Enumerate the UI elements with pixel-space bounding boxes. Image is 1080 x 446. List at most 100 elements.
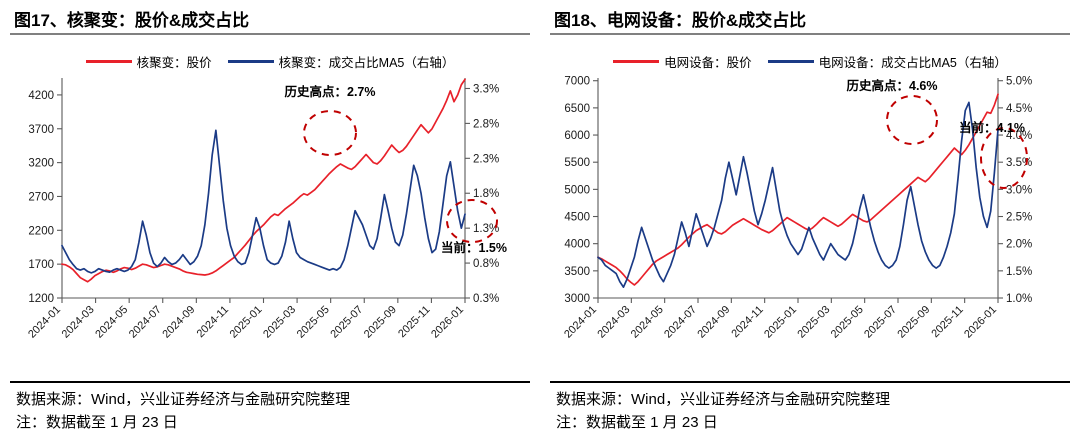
line-chart-fig17: 1200 1700 2200 2700 3200 3700 4200 0.3% 0.8% 1.3%…: [26, 78, 507, 341]
annotation-current-marker: [446, 199, 498, 243]
y-axis-right-tick-label: 4.0%: [1006, 130, 1032, 142]
annotation-historic-high-marker: [886, 95, 938, 145]
y-axis-right-tick-label: 2.5%: [1006, 212, 1032, 224]
y-axis-left-tick-label: 6500: [564, 103, 590, 115]
chart-area-fig17: 1200 1700 2200 2700 3200 3700 4200 0.3% 0.8% 1.3%…: [0, 70, 540, 375]
title-divider: [550, 33, 1070, 35]
x-axis-tick-label: 2024-07: [662, 304, 699, 341]
x-axis-tick-label: 2025-03: [261, 304, 298, 341]
x-axis-tick-label: 2025-07: [862, 304, 899, 341]
y-axis-left-tick-label: 1200: [28, 293, 54, 305]
footnote-source: 数据来源：Wind，兴业证券经济与金融研究院整理: [16, 391, 351, 408]
legend-swatch-price: [613, 60, 660, 63]
legend-label-turnover: 电网设备：成交占比MA5（右轴）: [818, 56, 1007, 70]
annotation-historic-high: 历史高点：4.6%: [847, 78, 938, 93]
x-axis-tick-label: 2025-11: [929, 304, 965, 340]
y-axis-left-tick-label: 5500: [564, 157, 590, 169]
y-axis-right-tick-label: 2.3%: [473, 153, 499, 165]
y-axis-right-tick-label: 2.8%: [473, 118, 499, 130]
panel-divider: [539, 0, 540, 446]
legend-label-turnover: 核聚变：成交占比MA5（右轴）: [278, 56, 455, 70]
x-axis-tick-label: 2025-01: [228, 304, 265, 341]
annotation-current: 当前：1.5%: [441, 240, 507, 255]
legend-label-price: 核聚变：股价: [136, 56, 212, 70]
x-axis-tick-label: 2026-01: [962, 304, 999, 341]
figure-panel-fig18: 图18、电网设备：股价&成交占比 电网设备：股价 电网设备：成交占比MA5（右轴…: [540, 0, 1080, 446]
page-title: 图17、核聚变：股价&成交占比: [14, 11, 250, 30]
series-line-turnover: [61, 129, 466, 274]
x-axis-tick-label: 2025-11: [396, 304, 432, 340]
chart-area-fig18: 3000 3500 4000 4500 5000 5500 6000 6500 7000 1.0%…: [540, 70, 1080, 375]
y-axis-right-tick-label: 5.0%: [1006, 76, 1032, 88]
x-axis-tick-label: 2026-01: [429, 304, 466, 341]
legend-swatch-turnover: [767, 60, 814, 63]
x-axis-tick-label: 2024-07: [127, 304, 164, 341]
footnote-note: 注：数据截至 1 月 23 日: [16, 414, 178, 432]
x-axis-tick-label: 2024-03: [60, 304, 97, 341]
x-axis-tick-label: 2024-03: [595, 304, 632, 341]
x-axis-tick-label: 2024-11: [729, 304, 765, 340]
y-axis-left-tick-label: 6000: [564, 130, 590, 142]
y-axis-right-tick-label: 2.0%: [1006, 239, 1032, 251]
legend-item-price: 核聚变：股价: [85, 52, 212, 71]
y-axis-left-tick-label: 2700: [28, 191, 54, 203]
chart-legend: 电网设备：股价 电网设备：成交占比MA5（右轴）: [540, 52, 1080, 71]
figure-panel-fig17: 图17、核聚变：股价&成交占比 核聚变：股价 核聚变：成交占比MA5（右轴） 1…: [0, 11, 540, 435]
x-axis-tick-label: 2025-09: [362, 304, 399, 341]
chart-footnotes: 数据来源：Wind，兴业证券经济与金融研究院整理 注：数据截至 1 月 23 日: [16, 388, 532, 435]
y-axis-right-tick-label: 3.5%: [1006, 157, 1032, 169]
y-axis-right-tick-label: 4.5%: [1006, 103, 1032, 115]
legend-swatch-price: [85, 60, 132, 63]
y-axis-right-tick-label: 1.0%: [1006, 293, 1032, 305]
series-line-price: [597, 93, 999, 286]
footer-divider: [550, 381, 1070, 383]
x-axis-tick-label: 2024-01: [26, 304, 63, 341]
x-axis-tick-label: 2025-01: [762, 304, 799, 341]
x-axis-tick-label: 2024-11: [195, 304, 231, 340]
x-axis-tick-label: 2025-07: [328, 304, 365, 341]
y-axis-left-tick-label: 3500: [564, 266, 590, 278]
footer-divider: [10, 381, 530, 383]
x-axis-tick-label: 2025-03: [795, 304, 832, 341]
annotation-historic-high: 历史高点：2.7%: [285, 84, 376, 99]
y-axis-right-tick-label: 0.8%: [473, 258, 499, 270]
y-axis-left-tick-label: 4500: [564, 212, 590, 224]
x-axis-tick-label: 2025-05: [295, 304, 332, 341]
x-axis-tick-label: 2024-09: [695, 304, 732, 341]
legend-item-price: 电网设备：股价: [613, 52, 752, 71]
y-axis-left-tick-label: 4000: [564, 239, 590, 251]
page-title: 图18、电网设备：股价&成交占比: [554, 11, 807, 30]
x-axis-tick-label: 2025-05: [829, 304, 866, 341]
y-axis-left-tick-label: 3200: [28, 158, 54, 170]
annotation-current-marker: [980, 127, 1028, 189]
y-axis-right-tick-label: 1.8%: [473, 188, 499, 200]
legend-label-price: 电网设备：股价: [664, 56, 752, 70]
chart-legend: 核聚变：股价 核聚变：成交占比MA5（右轴）: [0, 52, 540, 71]
x-axis-tick-label: 2025-09: [895, 304, 932, 341]
legend-swatch-turnover: [227, 60, 274, 63]
y-axis-right-tick-label: 1.3%: [473, 223, 499, 235]
footnote-source: 数据来源：Wind，兴业证券经济与金融研究院整理: [556, 391, 891, 408]
y-axis-left-tick-label: 5000: [564, 184, 590, 196]
y-axis-right-tick-label: 1.5%: [1006, 266, 1032, 278]
annotation-current: 当前：4.1%: [959, 120, 1025, 135]
series-line-turnover: [597, 101, 999, 288]
x-axis-tick-label: 2024-01: [562, 304, 599, 341]
title-divider: [10, 33, 530, 35]
y-axis-left-tick-label: 1700: [28, 259, 54, 271]
y-axis-left-tick-label: 3000: [564, 293, 590, 305]
y-axis-right-tick-label: 3.3%: [473, 83, 499, 95]
y-axis-left-tick-label: 3700: [28, 124, 54, 136]
y-axis-right-tick-label: 0.3%: [473, 293, 499, 305]
footnote-note: 注：数据截至 1 月 23 日: [556, 414, 718, 432]
chart-footnotes: 数据来源：Wind，兴业证券经济与金融研究院整理 注：数据截至 1 月 23 日: [556, 388, 1072, 435]
legend-item-turnover: 核聚变：成交占比MA5（右轴）: [227, 52, 455, 71]
x-axis-tick-label: 2024-05: [93, 304, 130, 341]
y-axis-left-tick-label: 4200: [28, 90, 54, 102]
x-axis-tick-label: 2024-05: [629, 304, 666, 341]
y-axis-left-tick-label: 7000: [564, 76, 590, 88]
y-axis-left-tick-label: 2200: [28, 225, 54, 237]
annotation-historic-high-marker: [303, 110, 357, 156]
legend-item-turnover: 电网设备：成交占比MA5（右轴）: [767, 52, 1007, 71]
